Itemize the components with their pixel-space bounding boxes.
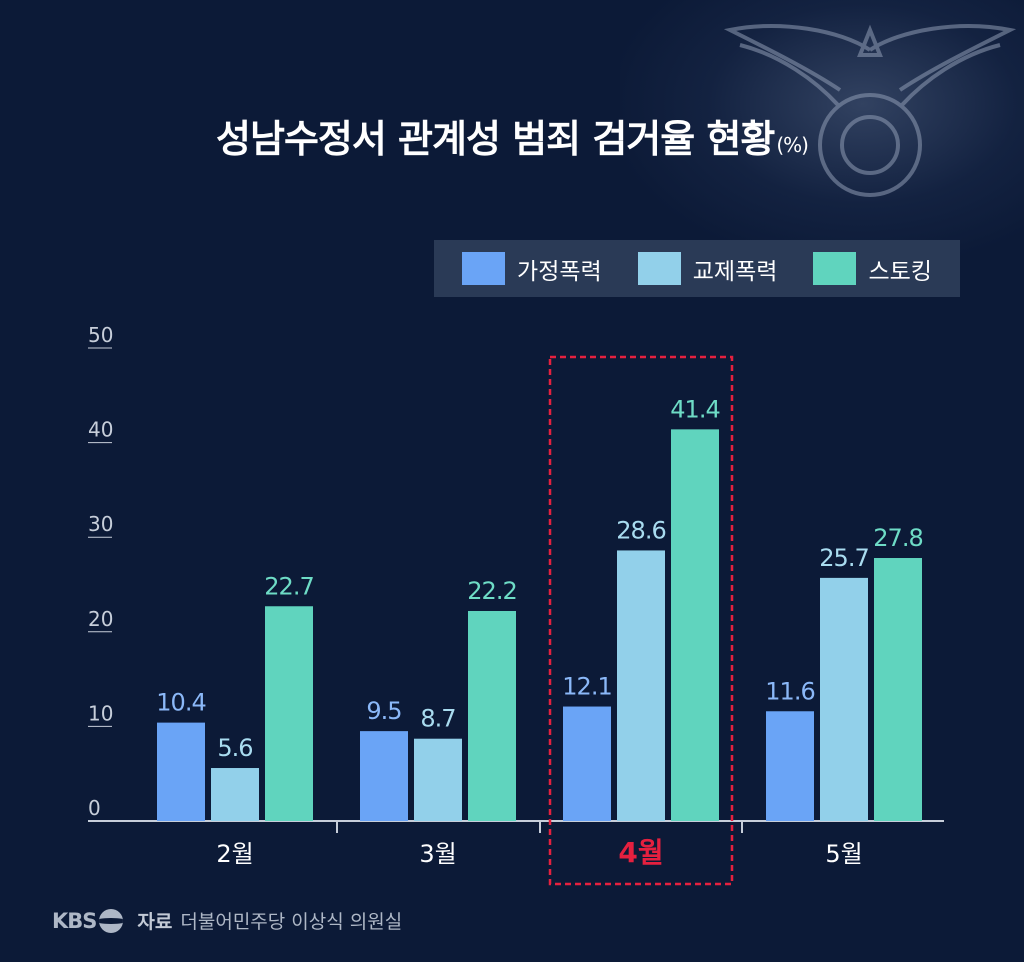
legend-item-1: 가정폭력 xyxy=(462,252,602,286)
source-label: 자료 xyxy=(137,911,173,933)
bar-가정폭력-5월 xyxy=(766,711,814,821)
y-tick-label: 40 xyxy=(88,418,113,442)
bar-스토킹-3월 xyxy=(468,610,516,821)
kbs-logo-icon xyxy=(99,908,124,933)
chart-title-unit: (%) xyxy=(776,133,809,157)
y-tick-label: 0 xyxy=(88,796,101,820)
x-tick-label: 2월 xyxy=(216,840,253,868)
legend-label: 가정폭력 xyxy=(517,258,602,285)
bar-가정폭력-4월 xyxy=(563,706,611,821)
kbs-logo: KBS xyxy=(52,908,97,933)
chart-title: 성남수정서 관계성 범죄 검거율 현황 (%) xyxy=(0,108,1024,163)
bar-가정폭력-3월 xyxy=(360,731,408,821)
legend-item-2: 교제폭력 xyxy=(637,252,778,286)
y-tick-label: 10 xyxy=(88,701,113,725)
data-label: 22.7 xyxy=(264,572,313,600)
legend-swatch xyxy=(813,252,857,285)
footer: KBS 자료 더불어민주당 이상식 의원실 xyxy=(52,907,402,934)
y-tick-label: 30 xyxy=(88,512,113,536)
x-tick-label: 4월 xyxy=(618,836,663,869)
legend-item-3: 스토킹 xyxy=(813,252,932,286)
legend-swatch xyxy=(637,252,681,285)
data-label: 25.7 xyxy=(819,544,868,572)
data-label: 12.1 xyxy=(562,673,611,701)
legend-label: 교제폭력 xyxy=(692,258,778,285)
bar-교제폭력-3월 xyxy=(414,738,462,821)
bar-스토킹-4월 xyxy=(671,429,719,821)
data-label: 41.4 xyxy=(670,395,719,423)
legend-swatch xyxy=(462,252,506,285)
data-label: 8.7 xyxy=(420,705,455,733)
y-tick-label: 20 xyxy=(88,607,113,631)
x-tick-label: 3월 xyxy=(419,840,456,868)
bar-교제폭력-2월 xyxy=(211,768,259,821)
data-label: 9.5 xyxy=(366,697,401,725)
data-label: 22.2 xyxy=(467,577,516,605)
police-emblem-watermark xyxy=(723,24,1017,197)
bar-가정폭력-2월 xyxy=(157,722,205,821)
x-tick-label: 5월 xyxy=(825,840,862,868)
data-label: 10.4 xyxy=(156,689,205,717)
highlight-box xyxy=(548,355,734,886)
source-text: 더불어민주당 이상식 의원실 xyxy=(180,911,403,933)
bar-스토킹-2월 xyxy=(265,606,313,821)
data-label: 27.8 xyxy=(873,524,922,552)
bar-교제폭력-5월 xyxy=(820,577,868,821)
bar-교제폭력-4월 xyxy=(617,550,665,821)
data-label: 11.6 xyxy=(765,677,814,705)
legend: 가정폭력 교제폭력 스토킹 xyxy=(434,240,960,297)
legend-label: 스토킹 xyxy=(868,258,932,285)
data-label: 5.6 xyxy=(217,734,252,762)
bar-스토킹-5월 xyxy=(874,558,922,821)
y-tick-label: 50 xyxy=(88,323,113,347)
data-label: 28.6 xyxy=(616,516,665,544)
chart-title-text: 성남수정서 관계성 범죄 검거율 현황 xyxy=(216,117,775,161)
